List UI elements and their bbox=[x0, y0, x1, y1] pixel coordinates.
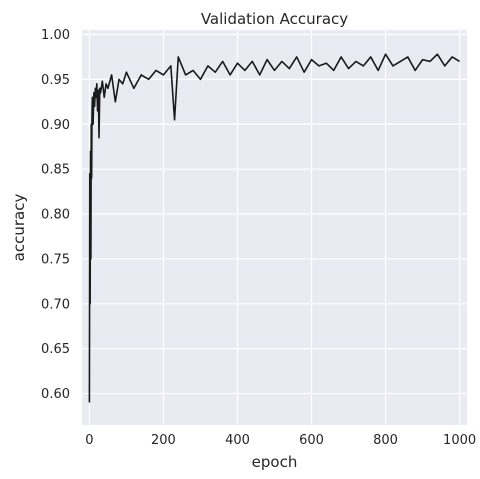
y-tick-label: 0.70 bbox=[41, 297, 70, 312]
x-tick-label: 1000 bbox=[443, 433, 476, 448]
y-tick-label: 0.60 bbox=[41, 387, 70, 402]
x-axis-label: epoch bbox=[252, 453, 298, 471]
chart-title: Validation Accuracy bbox=[201, 10, 348, 28]
y-axis-label: accuracy bbox=[10, 194, 28, 262]
plot-area bbox=[82, 30, 467, 425]
y-tick-label: 0.75 bbox=[41, 252, 70, 267]
x-tick-label: 600 bbox=[299, 433, 324, 448]
x-tick-label: 200 bbox=[151, 433, 176, 448]
y-tick-label: 0.85 bbox=[41, 163, 70, 178]
y-tick-label: 0.90 bbox=[41, 118, 70, 133]
y-tick-label: 0.95 bbox=[41, 73, 70, 88]
grid-lines bbox=[82, 30, 467, 425]
accuracy-series-line bbox=[88, 53, 461, 403]
series-layer bbox=[88, 53, 461, 403]
x-tick-label: 0 bbox=[85, 433, 93, 448]
x-tick-label: 800 bbox=[373, 433, 398, 448]
y-tick-label: 0.80 bbox=[41, 208, 70, 223]
y-tick-label: 0.65 bbox=[41, 342, 70, 357]
y-ticks: 0.60 0.65 0.70 0.75 0.80 0.85 0.90 0.95 1.00 bbox=[41, 28, 70, 402]
y-tick-label: 1.00 bbox=[41, 28, 70, 43]
x-tick-label: 400 bbox=[225, 433, 250, 448]
x-ticks: 0 200 400 600 800 1000 bbox=[85, 433, 476, 448]
